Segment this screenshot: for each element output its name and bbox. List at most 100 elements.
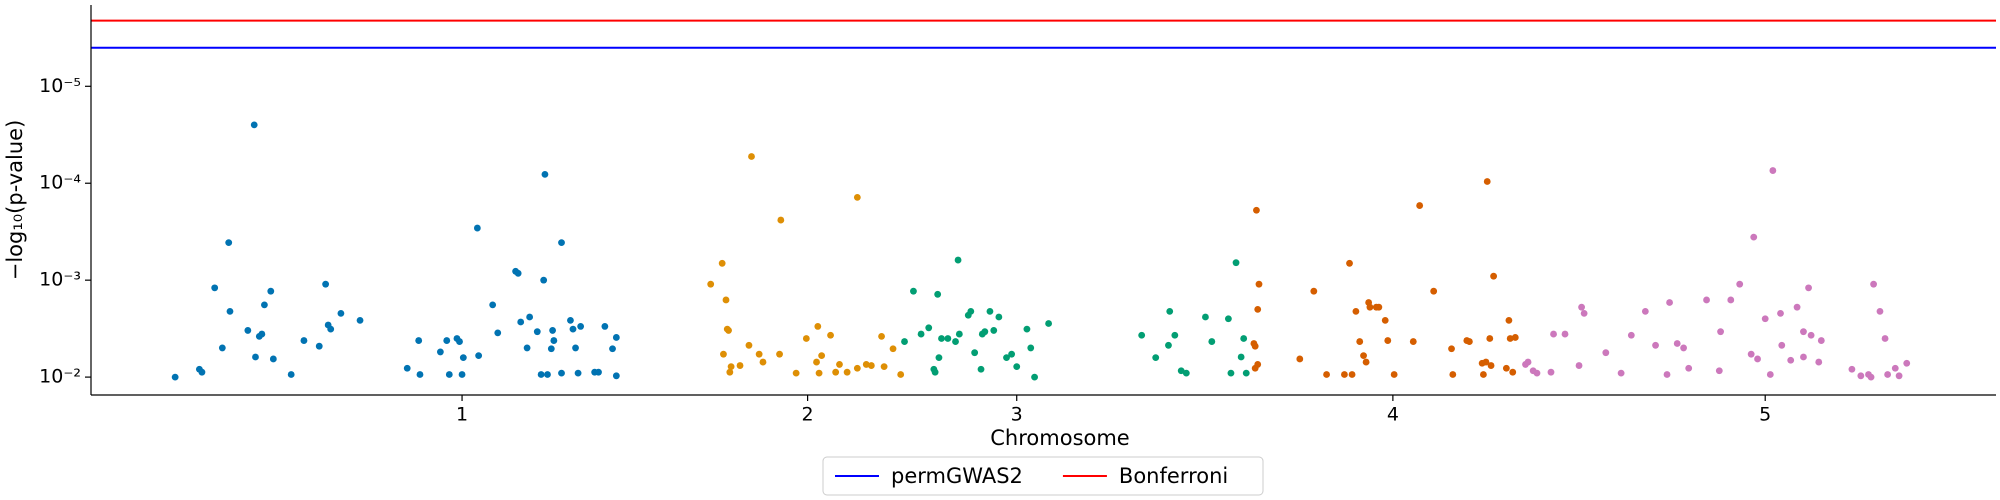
point [547, 345, 555, 353]
y-tick-label: 10⁻⁴ [39, 172, 81, 194]
point [1777, 309, 1784, 317]
point [1031, 373, 1038, 381]
point [473, 224, 481, 232]
point [1232, 259, 1240, 267]
point [1480, 371, 1487, 378]
point [901, 338, 908, 345]
point [567, 316, 574, 324]
point [1483, 178, 1491, 185]
point [1253, 206, 1260, 214]
point [1310, 287, 1318, 295]
point [1341, 371, 1348, 378]
point [836, 361, 843, 368]
point [1761, 315, 1769, 323]
point [726, 368, 734, 376]
legend-box [822, 456, 1264, 496]
point [574, 369, 582, 377]
point [777, 216, 785, 224]
point [720, 350, 727, 358]
point [514, 269, 522, 277]
point [832, 368, 840, 376]
point [897, 371, 905, 378]
point [1769, 167, 1777, 174]
point [1027, 344, 1035, 352]
point [267, 287, 275, 295]
point [1580, 309, 1588, 317]
point [258, 330, 266, 338]
point [1255, 280, 1263, 288]
point [1793, 303, 1801, 311]
point [802, 335, 810, 342]
point [1003, 354, 1010, 362]
point [1506, 335, 1514, 342]
point [415, 337, 423, 344]
point [601, 323, 609, 330]
point [218, 344, 226, 352]
x-tick-label: 1 [456, 404, 468, 426]
point [1296, 355, 1304, 363]
point [990, 327, 998, 334]
point [549, 327, 556, 334]
point [436, 348, 444, 356]
point [718, 259, 726, 267]
x-tick-label: 5 [1759, 404, 1771, 426]
point [1254, 305, 1262, 313]
point [1627, 331, 1635, 339]
point [541, 170, 549, 178]
point [572, 344, 579, 352]
x-axis-label: Chromosome [990, 426, 1129, 450]
point [938, 335, 945, 342]
point [1736, 280, 1744, 288]
point [1362, 358, 1370, 366]
point [1805, 284, 1812, 292]
series [1522, 167, 1911, 381]
point [1800, 353, 1807, 361]
point [1202, 313, 1209, 321]
point [1242, 369, 1250, 377]
point [1346, 259, 1353, 267]
point [416, 371, 424, 378]
point [1561, 330, 1569, 338]
point [261, 301, 268, 309]
point [889, 345, 897, 353]
point [725, 327, 732, 334]
point [171, 373, 179, 381]
legend-label: permGWAS2 [891, 464, 1023, 488]
point [1891, 364, 1899, 372]
point [995, 313, 1003, 321]
y-tick-label: 10⁻⁵ [39, 75, 81, 97]
point [776, 350, 783, 358]
point [1881, 335, 1889, 342]
point [1360, 352, 1367, 359]
point [337, 309, 345, 317]
point [981, 328, 989, 336]
point [1390, 371, 1398, 378]
point [1165, 341, 1172, 349]
point [1787, 356, 1795, 364]
point [1486, 335, 1494, 342]
point [1663, 371, 1671, 378]
point [1511, 334, 1519, 341]
point [880, 363, 888, 371]
point [1848, 365, 1856, 373]
point [931, 368, 939, 376]
point [445, 371, 453, 378]
point [935, 354, 943, 362]
series [171, 121, 620, 381]
point [1895, 372, 1903, 380]
point [595, 368, 602, 376]
point [1138, 331, 1146, 339]
point [727, 363, 735, 371]
point [815, 369, 823, 377]
point [827, 331, 834, 339]
x-tick-label: 2 [802, 404, 814, 426]
point [517, 318, 525, 326]
point [459, 354, 467, 362]
point [1356, 338, 1364, 345]
point [1166, 307, 1174, 315]
point [1352, 307, 1360, 315]
point [1348, 371, 1356, 378]
point [813, 358, 820, 366]
point [755, 350, 763, 358]
